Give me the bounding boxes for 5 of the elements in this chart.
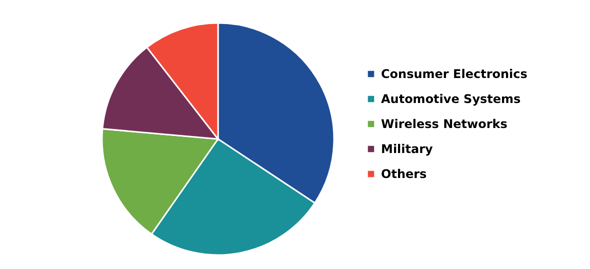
legend-label: Military: [381, 142, 434, 156]
legend-label: Consumer Electronics: [381, 67, 528, 81]
legend-label: Others: [381, 167, 427, 181]
legend-label: Wireless Networks: [381, 117, 508, 131]
legend-label: Automotive Systems: [381, 92, 521, 106]
